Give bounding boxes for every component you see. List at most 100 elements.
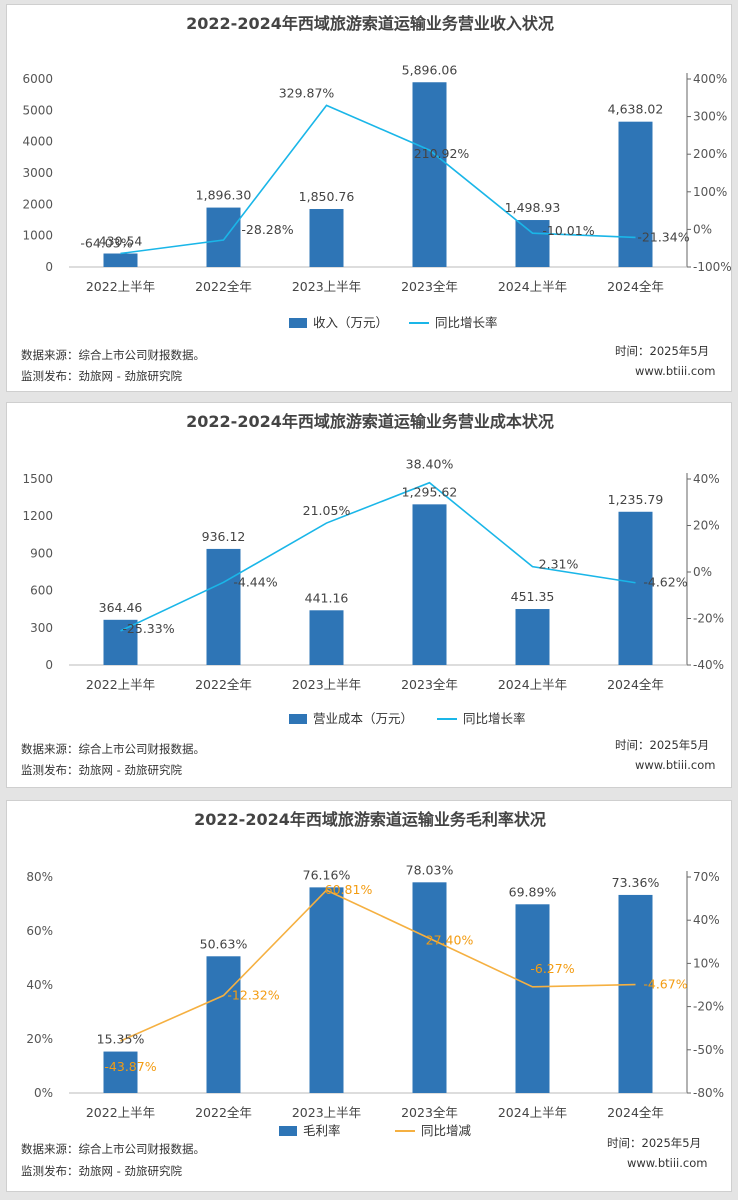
bar-value-label: 451.35 — [511, 589, 555, 604]
category-label: 2023上半年 — [292, 677, 361, 692]
cost-chart-panel: 2022-2024年西域旅游索道运输业务营业成本状况 0 300 600 900 1200… — [6, 402, 732, 788]
y2-tick-label: 0% — [693, 565, 712, 579]
line-value-label: 27.40% — [426, 932, 474, 947]
bar — [412, 504, 447, 665]
y2-tick-label: 100% — [693, 185, 727, 199]
bar — [103, 253, 138, 267]
category-label: 2024全年 — [607, 279, 664, 294]
category-label: 2024全年 — [607, 677, 664, 692]
line-value-label: -64.03% — [80, 235, 132, 250]
y2-tick-label: 200% — [693, 147, 727, 161]
category-label: 2023全年 — [401, 677, 458, 692]
cost-chart: 2022-2024年西域旅游索道运输业务营业成本状况 0 300 600 900 1200… — [21, 412, 724, 777]
bar — [412, 882, 447, 1093]
chart-title: 2022-2024年西域旅游索道运输业务毛利率状况 — [194, 810, 546, 829]
website-note: www.btiii.com — [627, 1156, 707, 1170]
line-value-label: -4.67% — [643, 977, 687, 992]
chart-title: 2022-2024年西域旅游索道运输业务营业成本状况 — [186, 412, 554, 431]
legend-line-label: 同比增长率 — [435, 315, 498, 330]
legend-bar-swatch — [289, 318, 307, 328]
date-note: 时间：2025年5月 — [615, 738, 709, 752]
y-tick-label: 40% — [26, 978, 53, 992]
revenue-chart-panel: 2022-2024年西域旅游索道运输业务营业收入状况 0 1000 2000 3000 4… — [6, 4, 732, 392]
bar-value-label: 1,235.79 — [608, 492, 664, 507]
bar-value-label: 441.16 — [305, 590, 349, 605]
bar — [412, 82, 447, 267]
publisher-note: 监测发布：劲旅网 - 劲旅研究院 — [21, 763, 182, 777]
bar — [515, 609, 550, 665]
category-label: 2022上半年 — [86, 279, 155, 294]
y-tick-label: 3000 — [22, 166, 53, 180]
bar-value-label: 1,498.93 — [505, 200, 561, 215]
y2-tick-label: 40% — [693, 472, 720, 486]
bar — [515, 904, 550, 1093]
legend-bar-label: 营业成本（万元） — [313, 711, 413, 726]
y2-tick-label: -100% — [693, 260, 732, 274]
y-tick-label: 600 — [30, 584, 53, 598]
legend-bar-swatch — [289, 714, 307, 724]
legend-bar-label: 收入（万元） — [313, 315, 388, 330]
y-tick-label: 5000 — [22, 103, 53, 117]
line-value-label: -25.33% — [122, 621, 174, 636]
website-note: www.btiii.com — [635, 364, 715, 378]
category-label: 2022全年 — [195, 279, 252, 294]
y-tick-label: 2000 — [22, 197, 53, 211]
publisher-note: 监测发布：劲旅网 - 劲旅研究院 — [21, 1164, 182, 1178]
line-value-label: -10.01% — [542, 223, 594, 238]
y-tick-label: 1200 — [22, 509, 53, 523]
bar — [309, 887, 344, 1093]
bar-value-label: 1,896.30 — [196, 188, 252, 203]
bar — [515, 220, 550, 267]
y-tick-label: 80% — [26, 870, 53, 884]
bar-value-label: 76.16% — [303, 867, 351, 882]
line-value-label: -4.62% — [643, 575, 687, 590]
category-label: 2024上半年 — [498, 1105, 567, 1120]
y2-tick-label: -50% — [693, 1043, 724, 1057]
y2-tick-label: -20% — [693, 612, 724, 626]
bar-value-label: 1,850.76 — [299, 189, 355, 204]
y2-tick-label: 20% — [693, 519, 720, 533]
publisher-note: 监测发布：劲旅网 - 劲旅研究院 — [21, 369, 182, 383]
line-value-label: -43.87% — [104, 1059, 156, 1074]
bar — [309, 610, 344, 665]
category-label: 2022全年 — [195, 677, 252, 692]
bar-value-label: 50.63% — [200, 936, 248, 951]
y-tick-label: 0% — [34, 1086, 53, 1100]
bar-value-label: 4,638.02 — [608, 102, 664, 117]
bar — [618, 121, 653, 267]
category-label: 2022上半年 — [86, 677, 155, 692]
y-tick-label: 6000 — [22, 72, 53, 86]
line-value-label: 210.92% — [414, 146, 470, 161]
bar-value-label: 936.12 — [202, 529, 246, 544]
line-value-label: -6.27% — [530, 961, 574, 976]
growth-line — [120, 889, 636, 1042]
bar-value-label: 73.36% — [612, 875, 660, 890]
bar-value-label: 364.46 — [99, 600, 143, 615]
y2-tick-label: 40% — [693, 913, 720, 927]
bar-value-label: 1,295.62 — [402, 484, 458, 499]
bar — [618, 894, 653, 1093]
bar — [103, 1051, 138, 1093]
bar — [309, 209, 344, 267]
y-tick-label: 1500 — [22, 472, 53, 486]
y2-tick-label: 300% — [693, 110, 727, 124]
date-note: 时间：2025年5月 — [615, 344, 709, 358]
y-tick-label: 20% — [26, 1032, 53, 1046]
line-value-label: 60.81% — [325, 882, 373, 897]
y2-tick-label: 10% — [693, 956, 720, 970]
growth-line — [120, 481, 636, 632]
y-tick-label: 0 — [45, 260, 53, 274]
category-label: 2024上半年 — [498, 677, 567, 692]
legend-bar-label: 毛利率 — [303, 1123, 341, 1138]
line-value-label: -21.34% — [637, 229, 689, 244]
category-label: 2023上半年 — [292, 279, 361, 294]
line-value-label: -28.28% — [241, 222, 293, 237]
bar-value-label: 78.03% — [406, 862, 454, 877]
line-value-label: 21.05% — [303, 503, 351, 518]
legend-bar-swatch — [279, 1126, 297, 1136]
y-tick-label: 4000 — [22, 135, 53, 149]
category-label: 2022全年 — [195, 1105, 252, 1120]
line-value-label: 329.87% — [279, 85, 335, 100]
y2-tick-label: -20% — [693, 1000, 724, 1014]
y-tick-label: 0 — [45, 658, 53, 672]
